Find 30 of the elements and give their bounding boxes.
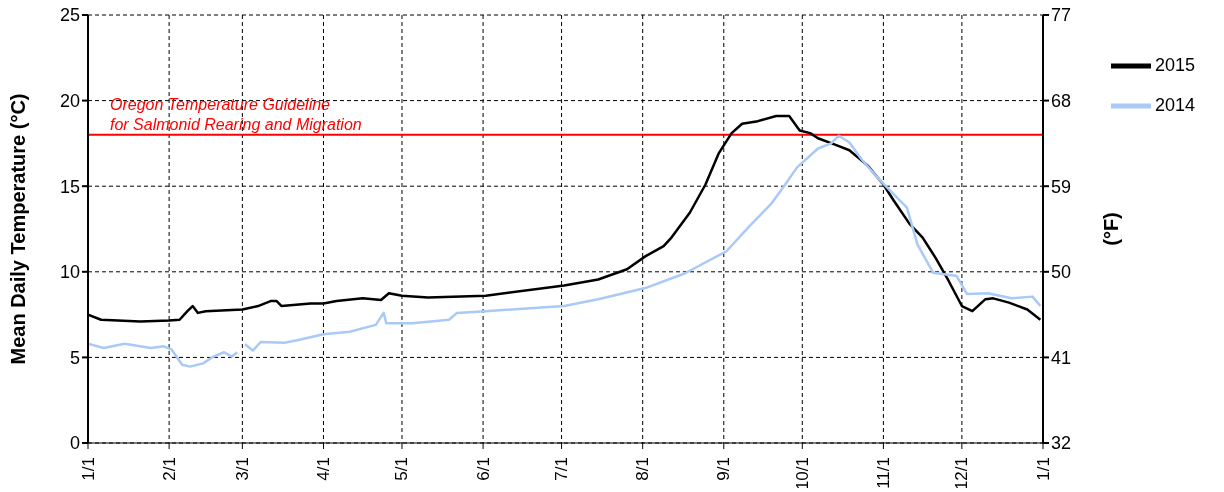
y2-axis-title: (°F) <box>1100 212 1123 246</box>
x-tick-label: 9/1 <box>714 457 734 481</box>
x-tick-label: 3/1 <box>232 457 252 481</box>
y2-tick-label: 68 <box>1051 90 1072 111</box>
x-tick-label: 5/1 <box>392 457 412 481</box>
y-axis-title: Mean Daily Temperature (°C) <box>7 93 30 365</box>
x-tick-label: 4/1 <box>313 457 333 481</box>
x-tick-label: 2/1 <box>159 457 179 481</box>
x-tick-label: 8/1 <box>633 457 653 481</box>
x-tick-label: 11/1 <box>873 457 893 489</box>
x-tick-label: 6/1 <box>473 457 493 481</box>
ref-line-label: Oregon Temperature Guideline for Salmonid Rearing and Migration <box>110 95 362 133</box>
y-tick-label: 10 <box>59 262 80 283</box>
y2-tick-label: 59 <box>1051 176 1072 197</box>
y-tick-label: 25 <box>59 5 80 26</box>
x-tick-label: 1/1 <box>1033 457 1053 481</box>
x-tick-label: 12/1 <box>952 457 972 491</box>
y-tick-label: 15 <box>59 176 80 197</box>
y2-tick-label: 77 <box>1051 5 1072 26</box>
legend-label: 2014 <box>1155 94 1196 115</box>
y-tick-label: 20 <box>59 90 80 111</box>
y-tick-label: 0 <box>69 433 80 454</box>
x-tick-label: 10/1 <box>792 457 812 491</box>
y2-tick-label: 32 <box>1051 433 1072 454</box>
y-tick-label: 5 <box>69 347 80 368</box>
x-tick-label: 1/1 <box>78 457 98 481</box>
y2-tick-label: 41 <box>1051 347 1072 368</box>
legend-label: 2015 <box>1155 54 1196 75</box>
x-tick-label: 7/1 <box>552 457 572 481</box>
y2-tick-label: 50 <box>1051 262 1072 283</box>
